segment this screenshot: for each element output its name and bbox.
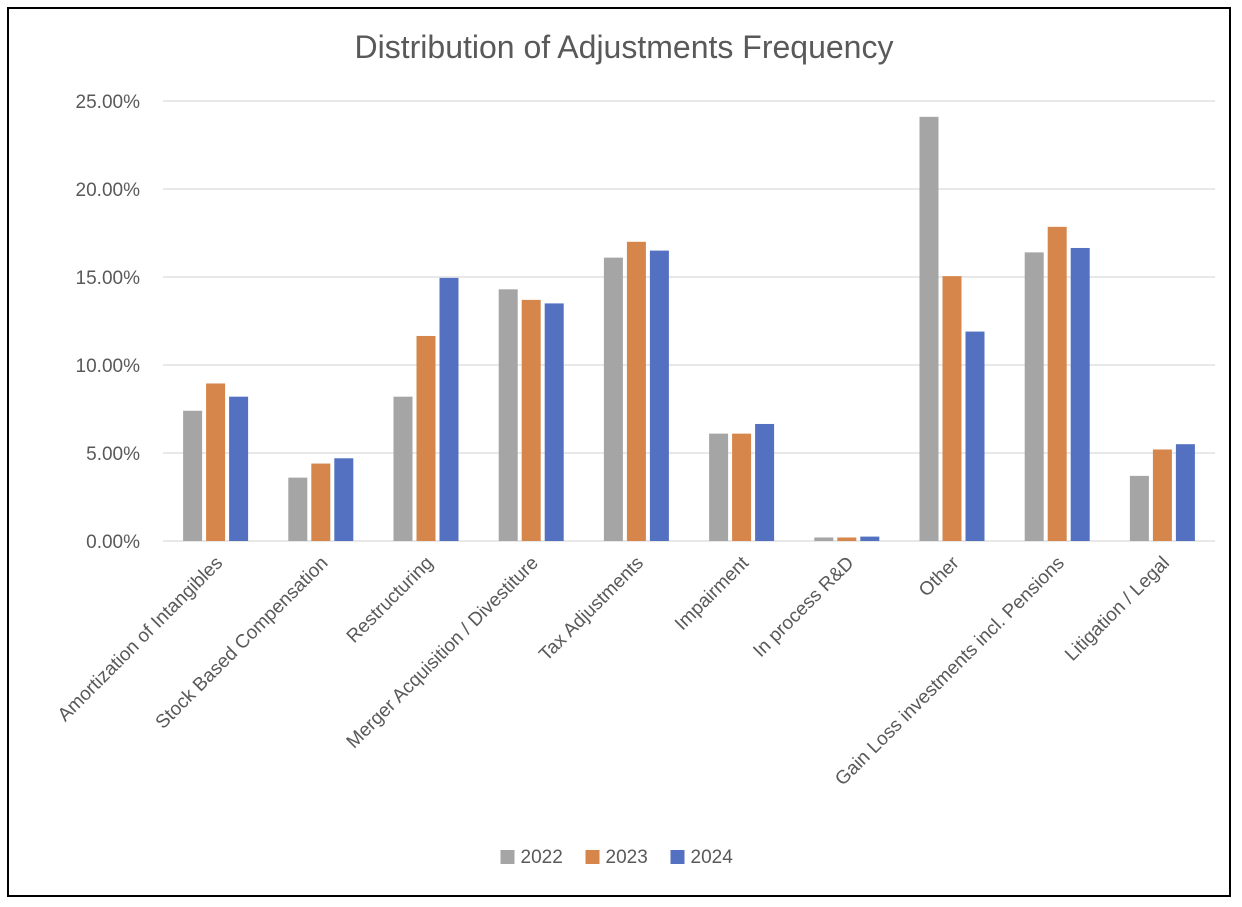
x-tick-label: Impairment bbox=[671, 552, 754, 635]
bar-2022-5 bbox=[709, 433, 729, 541]
x-tick-label: Gain Loss investments incl. Pensions bbox=[831, 553, 1068, 790]
legend-swatch-2023 bbox=[585, 850, 600, 864]
bar-2022-2 bbox=[393, 396, 413, 541]
chart-title: Distribution of Adjustments Frequency bbox=[355, 29, 894, 65]
bar-2022-9 bbox=[1129, 475, 1149, 541]
x-tick-label: Other bbox=[915, 552, 964, 601]
y-tick-label: 25.00% bbox=[76, 92, 141, 113]
bar-2023-4 bbox=[626, 241, 646, 542]
bar-2023-1 bbox=[311, 463, 331, 541]
bar-2024-4 bbox=[649, 250, 669, 541]
bar-2023-8 bbox=[1047, 226, 1067, 541]
y-tick-label: 10.00% bbox=[76, 356, 141, 377]
legend-swatch-2022 bbox=[500, 850, 515, 864]
y-tick-label: 20.00% bbox=[76, 180, 141, 201]
bar-2024-6 bbox=[860, 536, 880, 541]
legend: 2022 2023 2024 bbox=[500, 847, 734, 868]
bar-2023-2 bbox=[416, 335, 436, 541]
legend-label-2023: 2023 bbox=[606, 847, 648, 868]
x-tick-label: Stock Based Compensation bbox=[152, 553, 333, 734]
x-tick-label: In process R&D bbox=[749, 553, 858, 662]
bar-2024-9 bbox=[1175, 444, 1195, 541]
bar-2022-6 bbox=[814, 537, 834, 541]
bar-2022-7 bbox=[919, 116, 939, 541]
y-tick-label: 0.00% bbox=[86, 532, 140, 553]
bar-2024-2 bbox=[439, 277, 459, 541]
bar-2023-5 bbox=[732, 433, 752, 541]
x-tick-label: Merger Acquisition / Divestiture bbox=[343, 553, 543, 753]
bar-2023-0 bbox=[206, 383, 226, 541]
bar-2024-7 bbox=[965, 331, 985, 541]
y-tick-label: 5.00% bbox=[86, 444, 140, 465]
legend-label-2024: 2024 bbox=[691, 847, 734, 868]
bar-2022-8 bbox=[1024, 252, 1044, 542]
bar-2024-3 bbox=[544, 303, 564, 541]
bar-2023-7 bbox=[942, 276, 962, 541]
bar-2024-5 bbox=[755, 423, 775, 541]
x-tick-label: Litigation / Legal bbox=[1061, 553, 1174, 666]
legend-label-2022: 2022 bbox=[521, 847, 563, 868]
bar-2022-1 bbox=[288, 477, 308, 541]
bar-2022-3 bbox=[498, 289, 518, 541]
bar-2024-0 bbox=[229, 396, 249, 541]
bar-2024-8 bbox=[1070, 247, 1090, 541]
x-tick-label: Restructuring bbox=[343, 553, 438, 648]
legend-swatch-2024 bbox=[670, 850, 685, 864]
bar-2022-4 bbox=[603, 257, 623, 541]
bar-2024-1 bbox=[334, 458, 354, 541]
bars bbox=[183, 116, 1195, 542]
x-tick-label: Amortization of Intangibles bbox=[54, 553, 227, 726]
y-axis-ticks: 0.00% 5.00% 10.00% 15.00% 20.00% 25.00% bbox=[76, 92, 141, 553]
x-tick-label: Tax Adjustments bbox=[535, 553, 648, 666]
bar-2023-6 bbox=[837, 537, 857, 541]
y-tick-label: 15.00% bbox=[76, 268, 141, 289]
bar-2023-3 bbox=[521, 299, 541, 541]
bar-2022-0 bbox=[183, 410, 203, 541]
bar-2023-9 bbox=[1152, 449, 1172, 541]
